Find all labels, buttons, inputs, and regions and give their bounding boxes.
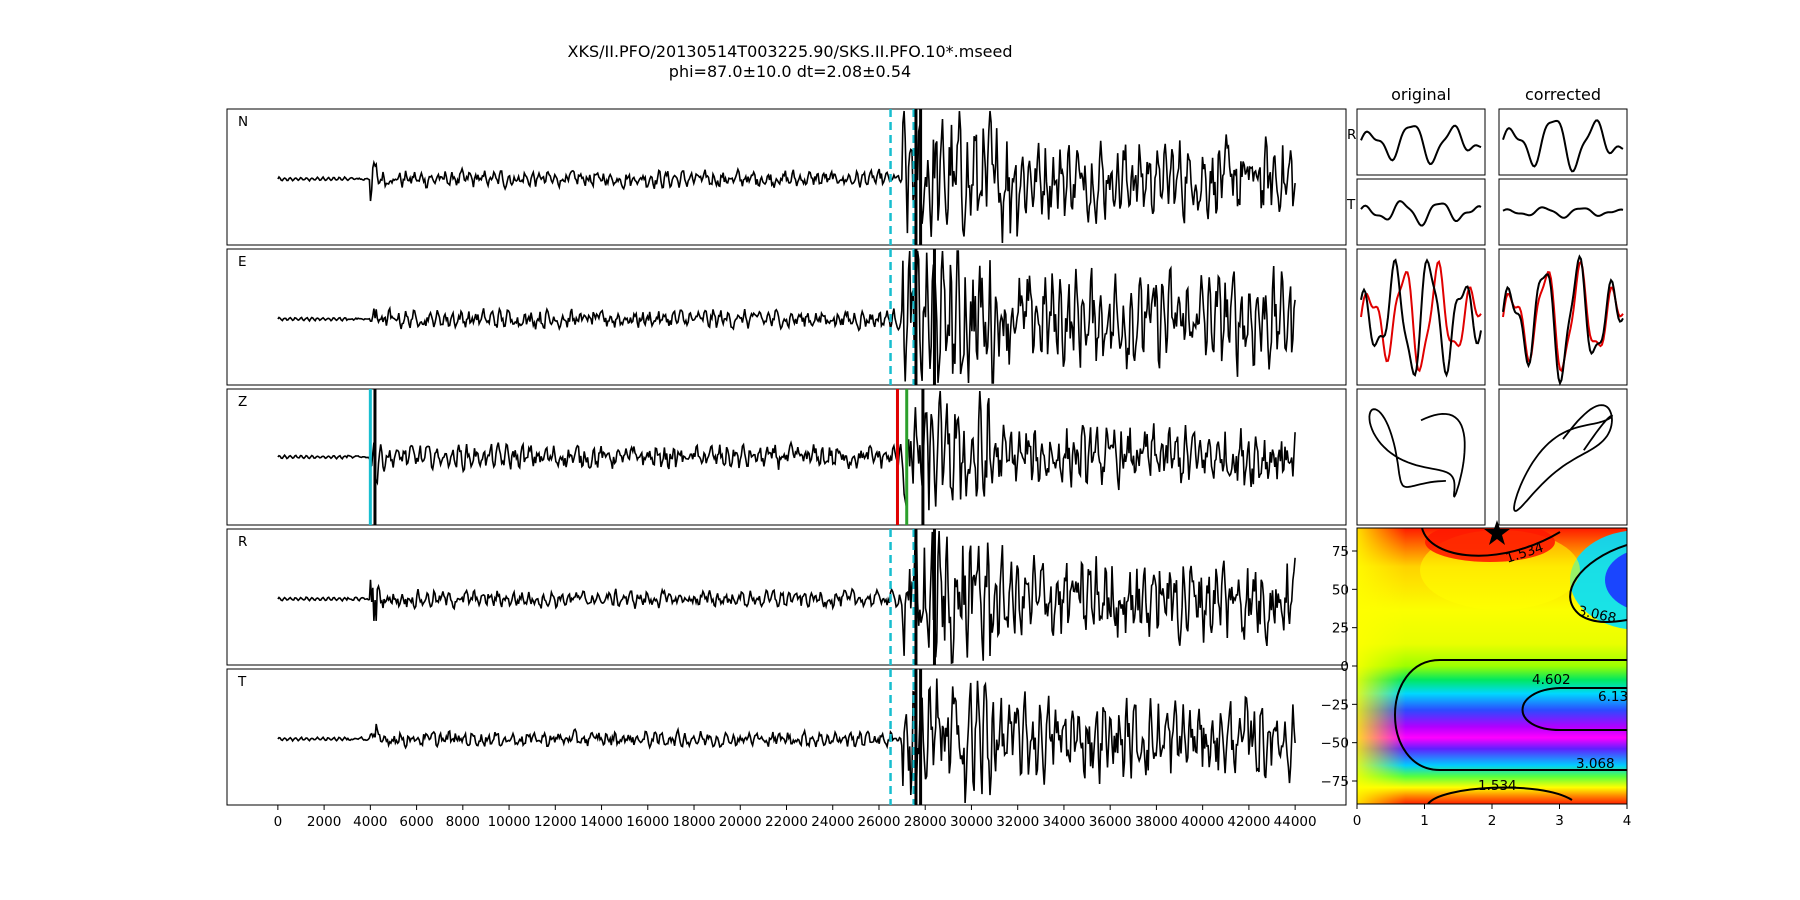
x-tick-label: 26000 [858, 814, 901, 830]
x-tick-label: 40000 [1181, 814, 1224, 830]
best-fit-star-icon [1484, 520, 1510, 545]
heatmap-x-tick-label: 0 [1353, 813, 1362, 829]
heatmap-y-tick-label: 75 [1332, 544, 1349, 560]
trace-panel-frame [226, 248, 1347, 386]
trace-panel-e: E [226, 248, 1347, 386]
x-tick-label: 24000 [811, 814, 854, 830]
x-tick-label: 18000 [673, 814, 716, 830]
column-title-corrected: corrected [1525, 85, 1601, 104]
x-tick-label: 6000 [399, 814, 433, 830]
small-wave-line [1502, 119, 1624, 173]
trace-panel-frame [226, 528, 1347, 666]
heatmap-x-tick-label: 1 [1420, 813, 1429, 829]
x-tick-label: 4000 [353, 814, 387, 830]
contour-label-3068-bottom: 3.068 [1576, 756, 1615, 772]
trace-panels: N E Z R T [226, 108, 1347, 806]
title-line-1: XKS/II.PFO/20130514T003225.90/SKS.II.PFO… [568, 42, 1013, 61]
contour-label-3068-top: 3.068 [1577, 603, 1618, 627]
small-panels [1356, 108, 1628, 526]
title-line-2: phi=87.0±10.0 dt=2.08±0.54 [669, 62, 911, 81]
row-label-r: R [1347, 127, 1356, 143]
trace-panel-label: Z [238, 394, 247, 410]
small-panel-corrected-1 [1498, 178, 1628, 246]
small-panel-original-1 [1356, 178, 1486, 246]
small-panel-frame [1356, 178, 1486, 246]
heatmap-y-tick-label: 50 [1332, 582, 1349, 598]
particle-motion-line [1368, 408, 1466, 498]
contour-label-613: 6.13 [1598, 689, 1628, 705]
contour-1534-bottom [1427, 786, 1573, 804]
contour-label-4602: 4.602 [1532, 672, 1571, 688]
trace-panel-t: T [226, 668, 1347, 806]
heatmap-y-tick-label: 0 [1340, 659, 1349, 675]
small-wave-line [1360, 124, 1482, 166]
waveform-line [277, 678, 1296, 804]
heatmap-y-tick-label: −25 [1321, 697, 1350, 713]
heatmap-x-tick-label: 2 [1488, 813, 1497, 829]
small-panel-frame [1356, 108, 1486, 176]
x-tick-label: 36000 [1089, 814, 1132, 830]
small-panel-corrected-0 [1498, 108, 1628, 176]
trace-panel-z: Z [226, 388, 1347, 526]
small-wave-line [1502, 254, 1624, 387]
heatmap-y-tick-label: 25 [1332, 621, 1349, 637]
x-tick-label: 32000 [996, 814, 1039, 830]
trace-panel-n: N [226, 108, 1347, 246]
x-tick-label: 20000 [719, 814, 762, 830]
heatmap-y-tick-label: −75 [1321, 774, 1350, 790]
contour-1534-top [1421, 528, 1561, 557]
trace-panel-label: N [238, 114, 248, 130]
row-label-t: T [1346, 197, 1356, 213]
waveform-line [277, 390, 1296, 511]
x-tick-label: 8000 [446, 814, 480, 830]
x-tick-label: 42000 [1227, 814, 1270, 830]
small-panel-corrected-2 [1498, 248, 1628, 387]
trace-panel-label: E [238, 254, 247, 270]
small-panel-frame [1498, 108, 1628, 176]
x-tick-label: 0 [274, 814, 283, 830]
column-title-original: original [1391, 85, 1451, 104]
x-tick-label: 38000 [1135, 814, 1178, 830]
waveform-line [277, 250, 1296, 384]
contour-label-1534-bottom: 1.534 [1478, 778, 1517, 794]
small-wave-line [1502, 206, 1624, 219]
waveform-line [277, 110, 1296, 244]
x-tick-label: 28000 [904, 814, 947, 830]
heatmap-y-tick-label: −50 [1321, 736, 1350, 752]
x-tick-label: 12000 [534, 814, 577, 830]
small-wave-line [1360, 259, 1482, 373]
x-tick-label: 10000 [488, 814, 531, 830]
particle-motion-line [1513, 404, 1613, 512]
x-tick-label: 22000 [765, 814, 808, 830]
trace-panel-label: T [237, 674, 247, 690]
small-panel-corrected-3 [1498, 388, 1628, 526]
contour-3068-top [1569, 544, 1627, 623]
x-tick-label: 44000 [1274, 814, 1317, 830]
contour-4602 [1394, 659, 1627, 771]
x-tick-label: 30000 [950, 814, 993, 830]
x-tick-label: 34000 [1042, 814, 1085, 830]
small-wave-line [1360, 258, 1482, 378]
x-tick-label: 16000 [626, 814, 669, 830]
heatmap-x-tick-label: 4 [1623, 813, 1632, 829]
trace-panel-r: R [226, 528, 1347, 666]
trace-x-axis: 0 2000 4000 6000 8000 10000 12000 14000 16000 180… [274, 805, 1317, 830]
heatmap-blob-blue-core [1605, 552, 1627, 608]
small-panel-frame [1498, 388, 1628, 526]
x-tick-label: 2000 [307, 814, 341, 830]
heatmap-x-tick-label: 3 [1555, 813, 1564, 829]
contour-613 [1521, 687, 1627, 731]
small-wave-line [1360, 200, 1482, 227]
trace-panel-label: R [238, 534, 247, 550]
x-tick-label: 14000 [580, 814, 623, 830]
heatmap-blob-blue [1570, 530, 1627, 630]
small-panel-original-2 [1356, 248, 1486, 386]
small-panel-original-0 [1356, 108, 1486, 176]
heatmap-axes: 0 1 2 3 4 75 50 25 0 −25 −50 −75 [1321, 544, 1632, 829]
small-panel-original-3 [1356, 388, 1486, 526]
waveform-line [277, 530, 1296, 665]
